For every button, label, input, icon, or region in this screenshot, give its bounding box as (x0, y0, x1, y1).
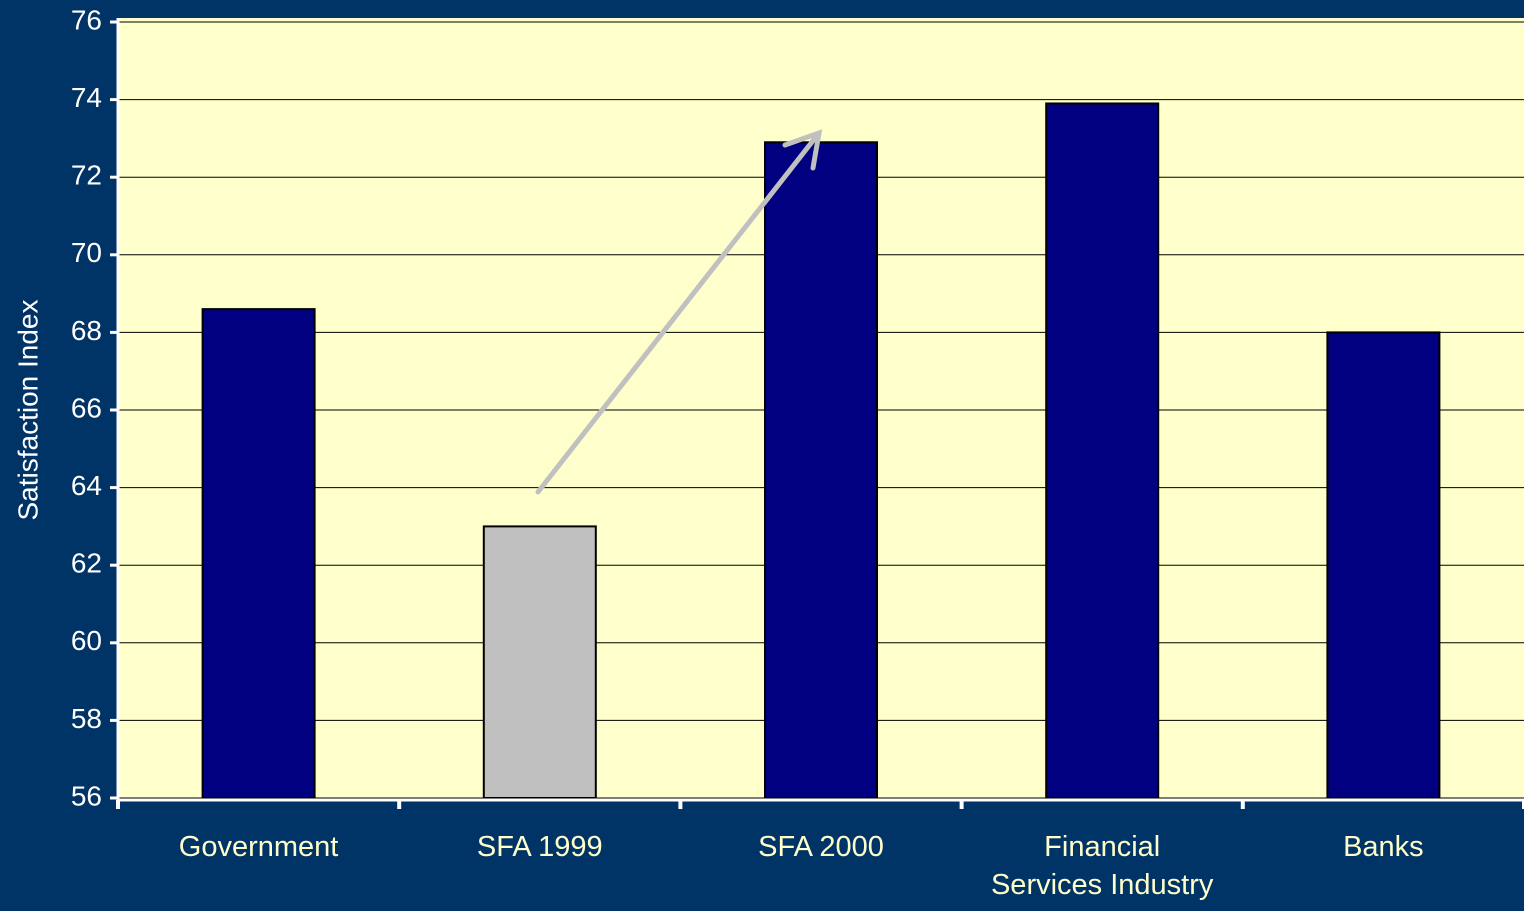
x-tick-label: Financial Services Industry (990, 831, 1214, 901)
y-tick-label: 70 (71, 237, 102, 268)
x-tick-label: Government (178, 831, 339, 863)
bar (1045, 102, 1160, 800)
y-tick-label: 64 (71, 470, 102, 501)
bar (201, 308, 316, 799)
bar (1326, 331, 1441, 799)
arrow (535, 129, 823, 495)
x-tick-label: SFA 1999 (476, 831, 603, 863)
arrow-head (782, 129, 823, 171)
y-tick-label: 74 (71, 82, 102, 113)
y-tick-label: 66 (71, 392, 102, 423)
y-tick-label: 62 (71, 548, 102, 579)
y-tick-label: 58 (71, 703, 102, 734)
bar (482, 525, 597, 800)
y-tick-label: 60 (71, 625, 102, 656)
y-tick-label: 76 (71, 4, 102, 35)
bar (764, 141, 878, 799)
arrow-line (535, 130, 822, 495)
y-tick-label: 72 (71, 160, 102, 191)
y-axis-label: Satisfaction Index (12, 299, 43, 520)
x-tick-label: SFA 2000 (758, 831, 884, 863)
y-tick-label: 56 (71, 780, 102, 811)
x-tick-label: Banks (1343, 831, 1424, 863)
y-tick-label: 68 (71, 315, 102, 346)
bars (201, 102, 1441, 800)
